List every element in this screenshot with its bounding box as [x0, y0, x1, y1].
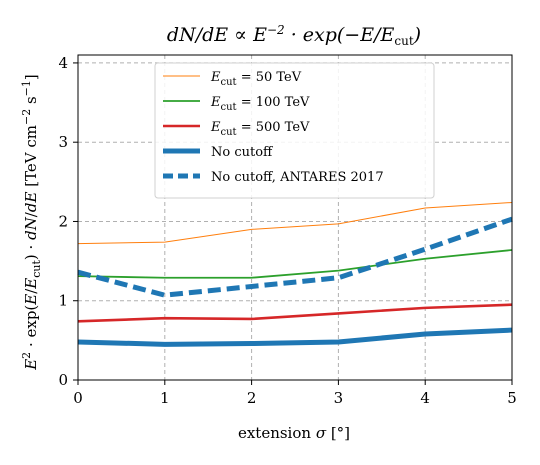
y-tick-label: 1	[58, 292, 68, 310]
x-tick-label: 2	[247, 389, 257, 407]
series-line-0	[77, 201, 513, 245]
x-tick-label: 0	[73, 389, 83, 407]
series-line-4	[77, 216, 513, 298]
series-line-1	[77, 249, 513, 279]
x-tick-label: 4	[420, 389, 430, 407]
y-tick-label: 4	[58, 54, 68, 72]
y-tick-label: 3	[58, 133, 68, 151]
legend-label-1: Ecut = 100 TeV	[210, 95, 310, 113]
y-axis-label: E2 · exp(E/Ecut) · dN/dE [TeV cm−2 s−1]	[20, 74, 43, 371]
legend-label-0: Ecut = 50 TeV	[210, 70, 302, 88]
legend: Ecut = 50 TeV Ecut = 100 TeV Ecut = 500 Te…	[154, 62, 435, 199]
x-tick-label: 5	[507, 389, 517, 407]
legend-label-2: Ecut = 500 TeV	[210, 120, 310, 138]
x-tick-label: 1	[160, 389, 170, 407]
legend-box	[154, 62, 435, 199]
y-tick-label: 0	[58, 371, 68, 389]
ticks: 0 1 2 3 4 5 0 1 2 3 4	[58, 54, 516, 407]
x-tick-label: 3	[334, 389, 344, 407]
y-tick-label: 2	[58, 212, 68, 230]
chart-title: dN/dE ∝ E−2 · exp(−E/Ecut)	[167, 23, 421, 48]
series-line-3	[77, 327, 513, 347]
x-axis-label: extension σ [°]	[238, 424, 350, 442]
series-layer	[77, 201, 513, 347]
plot-frame	[77, 54, 513, 381]
legend-label-4: No cutoff, ANTARES 2017	[211, 170, 384, 185]
series-line-2	[77, 303, 513, 323]
legend-label-3: No cutoff	[211, 145, 274, 160]
